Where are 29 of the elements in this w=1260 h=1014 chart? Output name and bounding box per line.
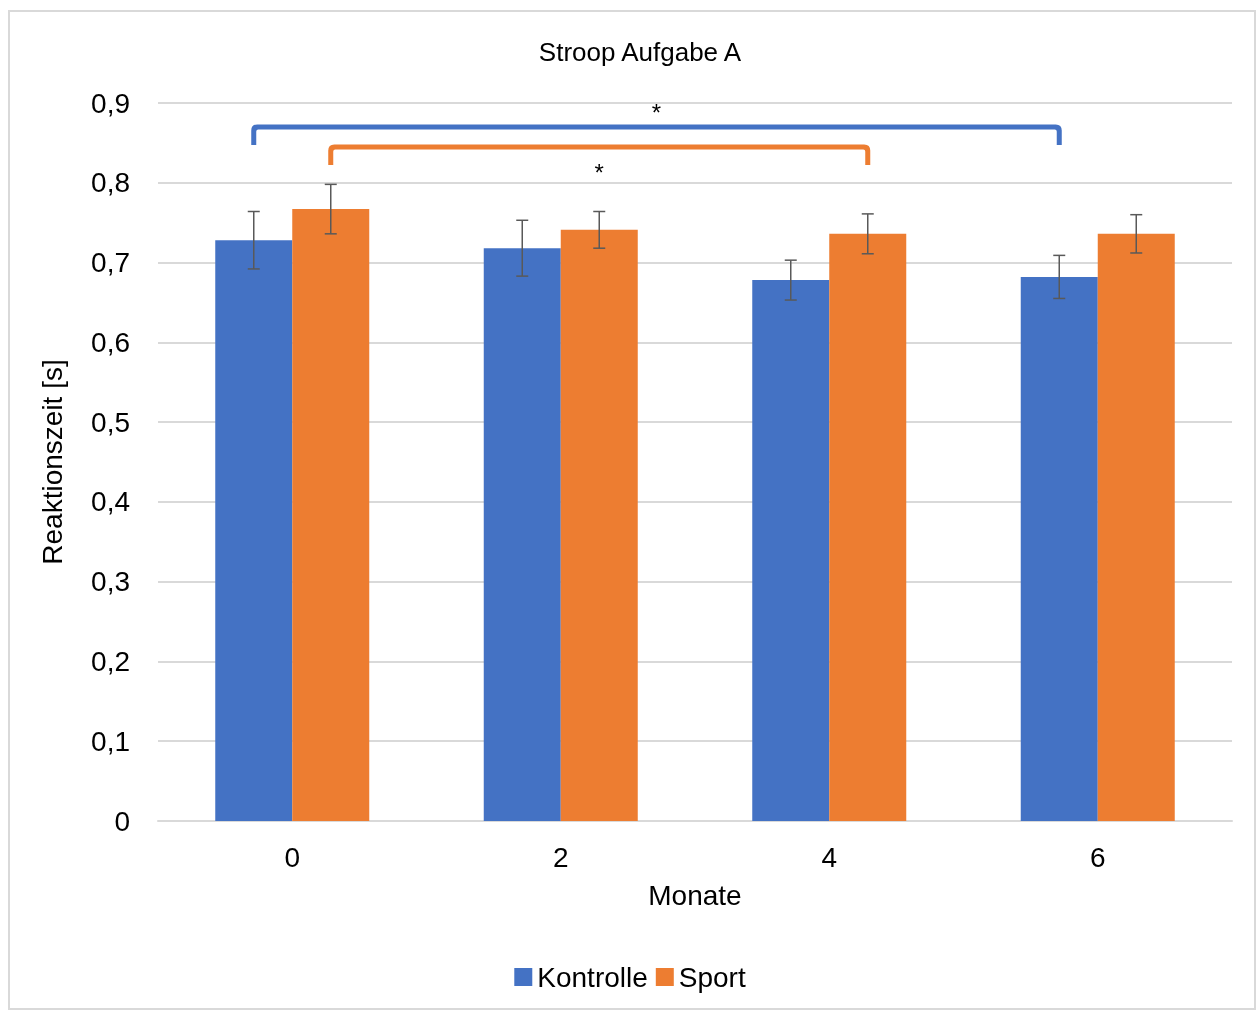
legend-label: Kontrolle bbox=[537, 961, 648, 993]
y-tick-label: 0,1 bbox=[91, 725, 130, 757]
y-tick-label: 0,5 bbox=[91, 406, 130, 438]
bar bbox=[292, 209, 370, 821]
bar bbox=[829, 233, 907, 821]
bar bbox=[1020, 276, 1098, 821]
annotation: * bbox=[651, 98, 662, 126]
y-tick-label: 0,8 bbox=[91, 167, 130, 199]
bar bbox=[752, 280, 830, 821]
y-tick-label: 0,3 bbox=[91, 566, 130, 598]
x-axis-title: Monate bbox=[648, 879, 742, 911]
y-tick-label: 0,9 bbox=[91, 87, 130, 119]
bar bbox=[560, 229, 638, 821]
chart-title: Stroop Aufgabe A bbox=[538, 37, 742, 67]
x-tick-label: 6 bbox=[1089, 841, 1106, 873]
x-tick-label: 4 bbox=[821, 841, 838, 873]
y-tick-label: 0,7 bbox=[91, 247, 130, 279]
bar bbox=[215, 240, 293, 821]
y-axis-title: Reaktionszeit [s] bbox=[36, 359, 68, 565]
y-tick-label: 0,4 bbox=[91, 486, 130, 518]
x-tick-label: 2 bbox=[552, 841, 569, 873]
y-tick-label: 0 bbox=[114, 805, 130, 837]
y-tick-label: 0,6 bbox=[91, 326, 130, 358]
bar bbox=[1097, 233, 1175, 821]
x-tick-label: 0 bbox=[284, 841, 301, 873]
legend-label: Sport bbox=[678, 961, 746, 993]
annotation: * bbox=[594, 158, 604, 186]
y-tick-label: 0,2 bbox=[91, 645, 130, 677]
bar bbox=[483, 248, 561, 821]
